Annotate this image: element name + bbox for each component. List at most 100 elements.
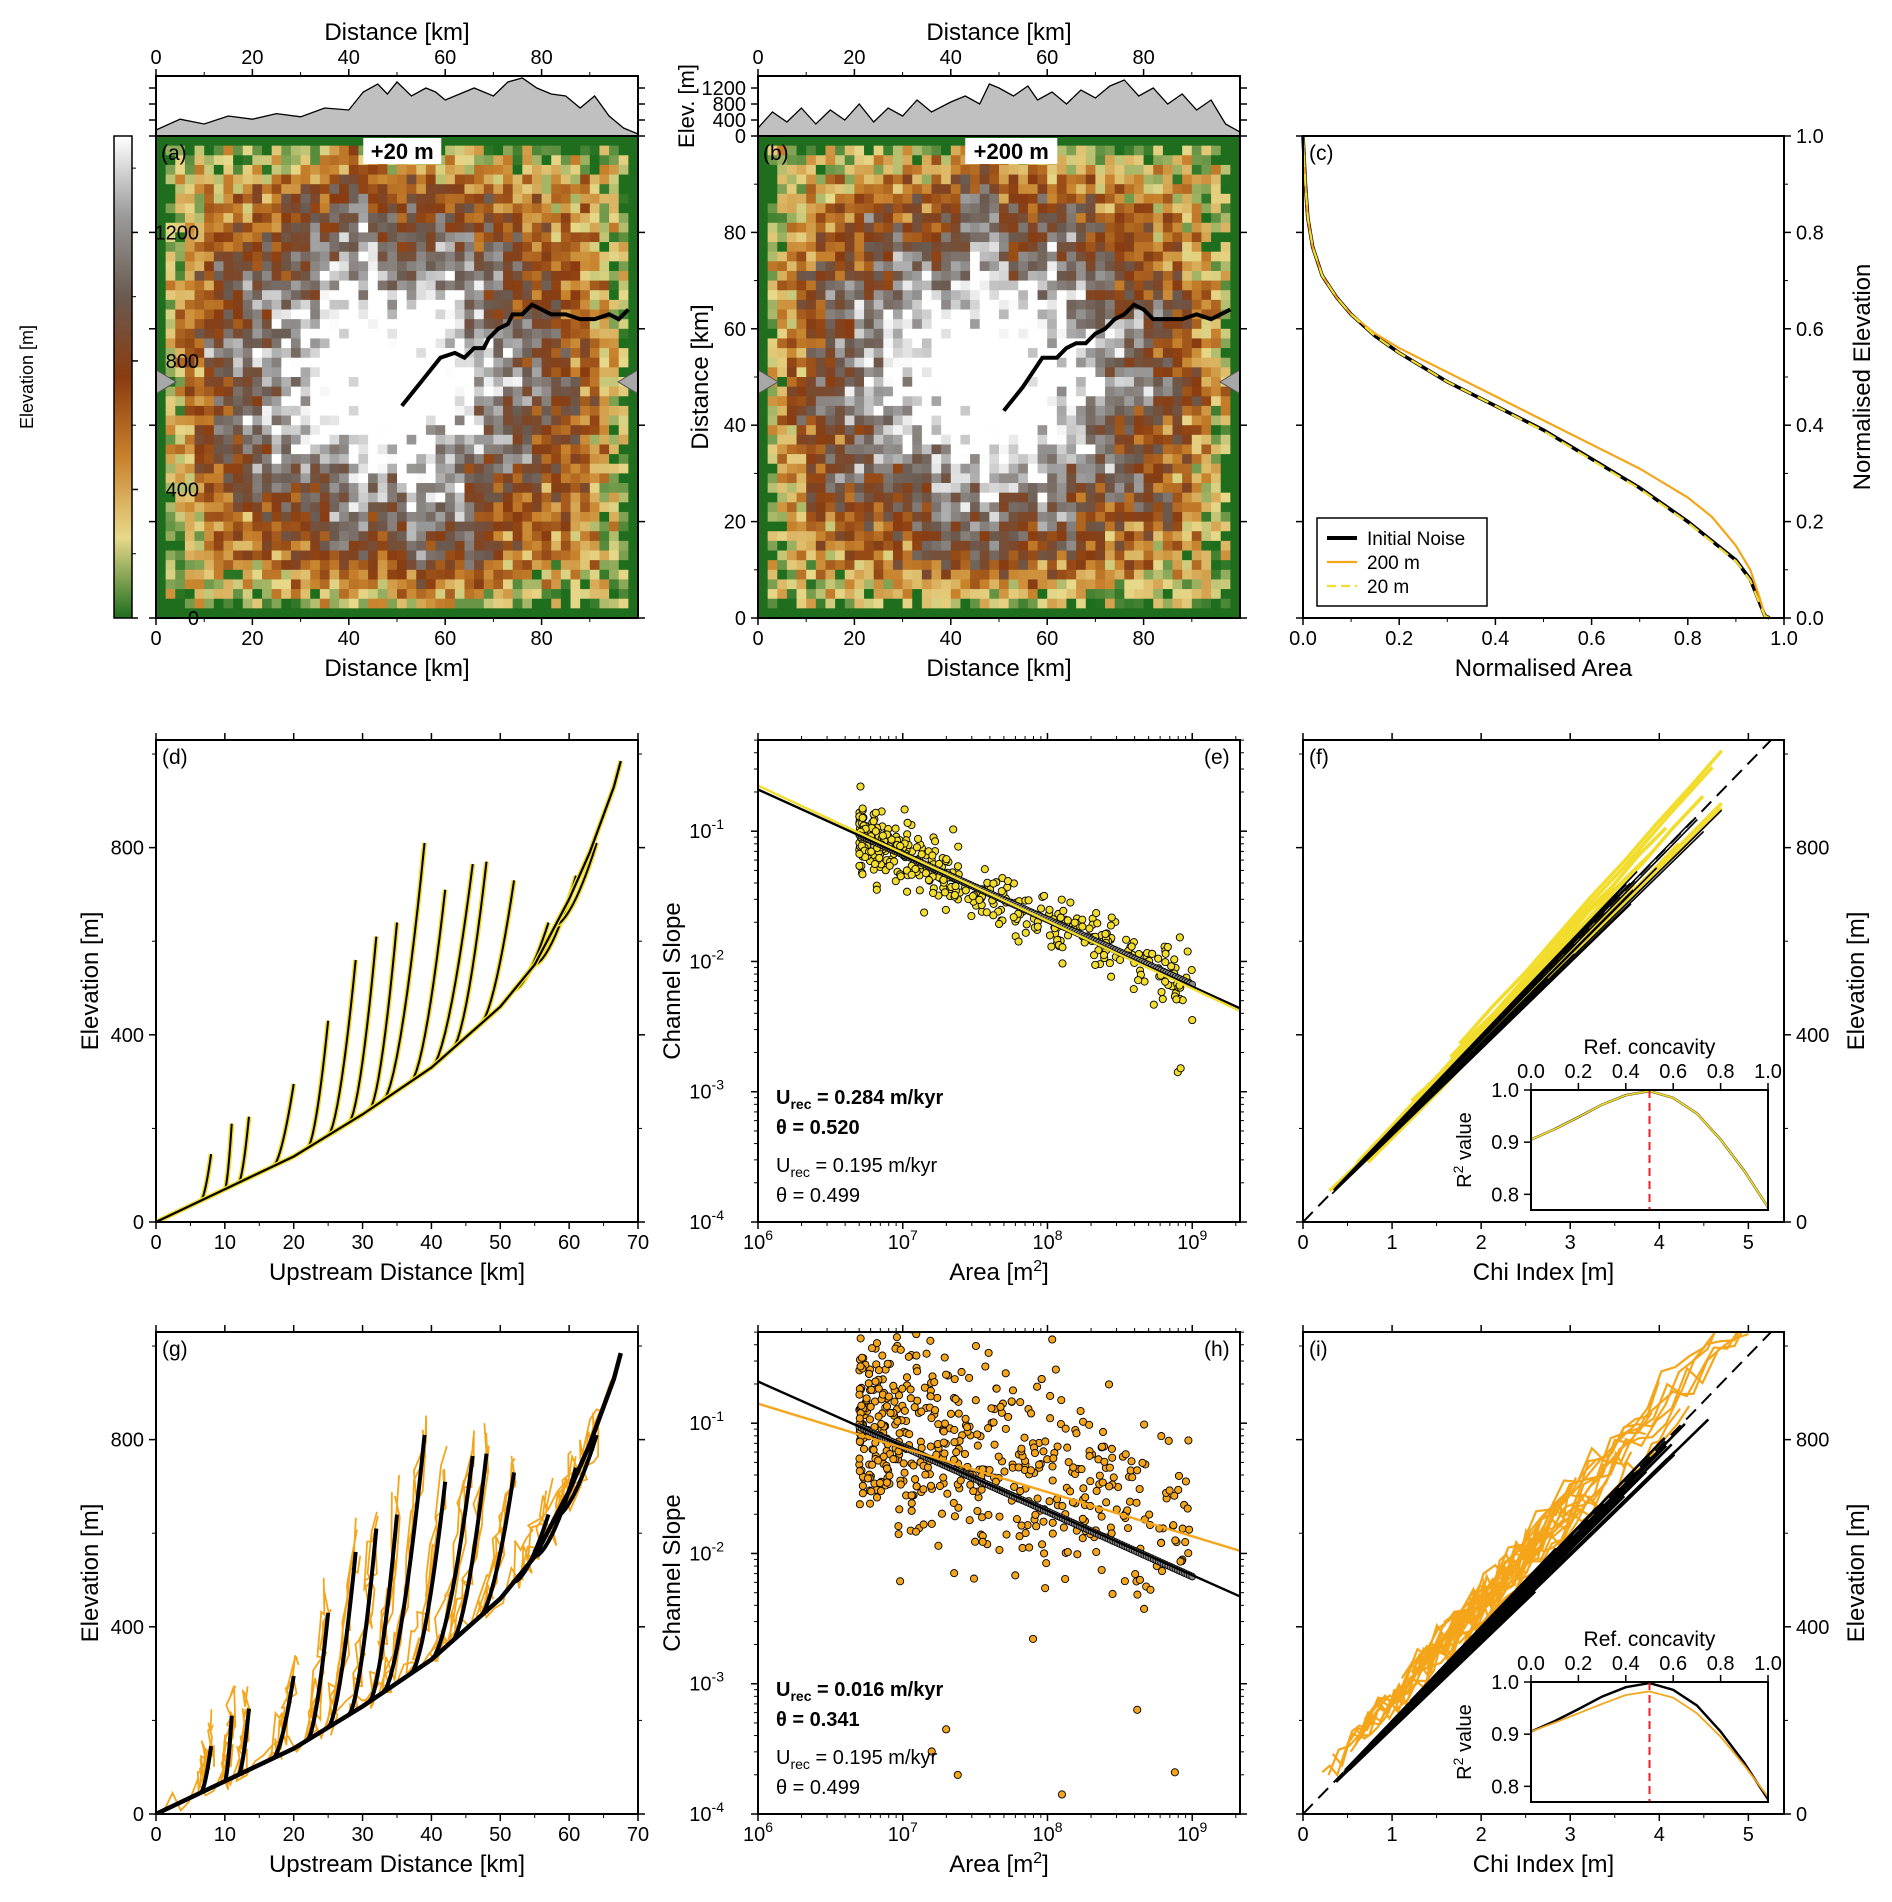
- elevation-cell: [1076, 521, 1087, 532]
- elevation-cell: [873, 145, 884, 156]
- elevation-cell: [921, 386, 932, 397]
- elevation-cell: [844, 425, 855, 436]
- elevation-cell: [1211, 232, 1222, 243]
- elevation-cell: [892, 396, 903, 407]
- elevation-cell: [522, 454, 533, 465]
- elevation-cell: [599, 483, 610, 494]
- elevation-cell: [806, 589, 817, 600]
- elevation-cell: [175, 270, 186, 281]
- elevation-cell: [618, 261, 629, 272]
- elevation-cell: [806, 550, 817, 561]
- elevation-cell: [873, 203, 884, 214]
- elevation-cell: [941, 540, 952, 551]
- elevation-cell: [425, 598, 436, 609]
- elevation-cell: [806, 521, 817, 532]
- elevation-cell: [1095, 405, 1106, 416]
- elevation-cell: [233, 492, 244, 503]
- elevation-cell: [1105, 338, 1116, 349]
- elevation-cell: [454, 280, 465, 291]
- elevation-cell: [1076, 396, 1087, 407]
- elevation-cell: [165, 319, 176, 330]
- elevation-cell: [1124, 560, 1135, 571]
- elevation-cell: [233, 232, 244, 243]
- elevation-cell: [531, 463, 542, 474]
- elevation-cell: [941, 203, 952, 214]
- elevation-cell: [454, 608, 465, 619]
- elevation-cell: [464, 444, 475, 455]
- elevation-cell: [1191, 261, 1202, 272]
- elevation-cell: [377, 502, 388, 513]
- elevation-cell: [464, 328, 475, 339]
- elevation-cell: [290, 454, 301, 465]
- elevation-cell: [628, 357, 639, 368]
- elevation-cell: [1008, 377, 1019, 388]
- elevation-cell: [416, 608, 427, 619]
- elevation-cell: [406, 164, 417, 175]
- elevation-cell: [271, 232, 282, 243]
- elevation-cell: [156, 213, 167, 224]
- elevation-cell: [921, 405, 932, 416]
- elevation-cell: [348, 608, 359, 619]
- elevation-cell: [397, 377, 408, 388]
- elevation-cell: [1037, 511, 1048, 522]
- elevation-cell: [1066, 386, 1077, 397]
- elevation-cell: [522, 579, 533, 590]
- elevation-cell: [300, 569, 311, 580]
- elevation-cell: [397, 463, 408, 474]
- elevation-cell: [464, 203, 475, 214]
- elevation-cell: [589, 473, 600, 484]
- elevation-cell: [854, 425, 865, 436]
- elevation-cell: [609, 425, 620, 436]
- elevation-cell: [1085, 589, 1096, 600]
- elevation-cell: [1085, 483, 1096, 494]
- elevation-cell: [1076, 444, 1087, 455]
- elevation-cell: [970, 550, 981, 561]
- elevation-cell: [758, 454, 769, 465]
- elevation-cell: [1008, 531, 1019, 542]
- elevation-cell: [902, 569, 913, 580]
- elevation-cell: [580, 270, 591, 281]
- elevation-cell: [1105, 136, 1116, 147]
- elevation-cell: [310, 560, 321, 571]
- elevation-cell: [580, 396, 591, 407]
- elevation-cell: [531, 434, 542, 445]
- elevation-cell: [242, 357, 253, 368]
- elevation-cell: [223, 492, 234, 503]
- elevation-grid: [758, 136, 1241, 619]
- elevation-cell: [213, 492, 224, 503]
- elevation-cell: [1133, 136, 1144, 147]
- elevation-cell: [1037, 589, 1048, 600]
- elevation-cell: [796, 579, 807, 590]
- elevation-cell: [512, 193, 523, 204]
- elevation-cell: [551, 145, 562, 156]
- elevation-cell: [233, 521, 244, 532]
- elevation-cell: [252, 540, 263, 551]
- elevation-cell: [397, 367, 408, 378]
- top-x-tick-label: 0: [150, 47, 161, 69]
- elevation-cell: [1066, 415, 1077, 426]
- elevation-cell: [873, 511, 884, 522]
- elevation-cell: [921, 569, 932, 580]
- elevation-cell: [493, 425, 504, 436]
- elevation-cell: [156, 145, 167, 156]
- elevation-cell: [758, 502, 769, 513]
- elevation-cell: [175, 560, 186, 571]
- elevation-cell: [271, 309, 282, 320]
- elevation-cell: [599, 492, 610, 503]
- elevation-cell: [184, 473, 195, 484]
- elevation-cell: [319, 377, 330, 388]
- elevation-cell: [1153, 483, 1164, 494]
- elevation-cell: [310, 425, 321, 436]
- elevation-cell: [1066, 483, 1077, 494]
- elevation-cell: [599, 261, 610, 272]
- elevation-cell: [1037, 270, 1048, 281]
- elevation-cell: [609, 483, 620, 494]
- elevation-cell: [1027, 203, 1038, 214]
- elevation-cell: [300, 232, 311, 243]
- elevation-cell: [281, 521, 292, 532]
- elevation-cell: [758, 444, 769, 455]
- elevation-cell: [1201, 338, 1212, 349]
- elevation-cell: [950, 290, 961, 301]
- elevation-cell: [387, 377, 398, 388]
- elevation-cell: [290, 367, 301, 378]
